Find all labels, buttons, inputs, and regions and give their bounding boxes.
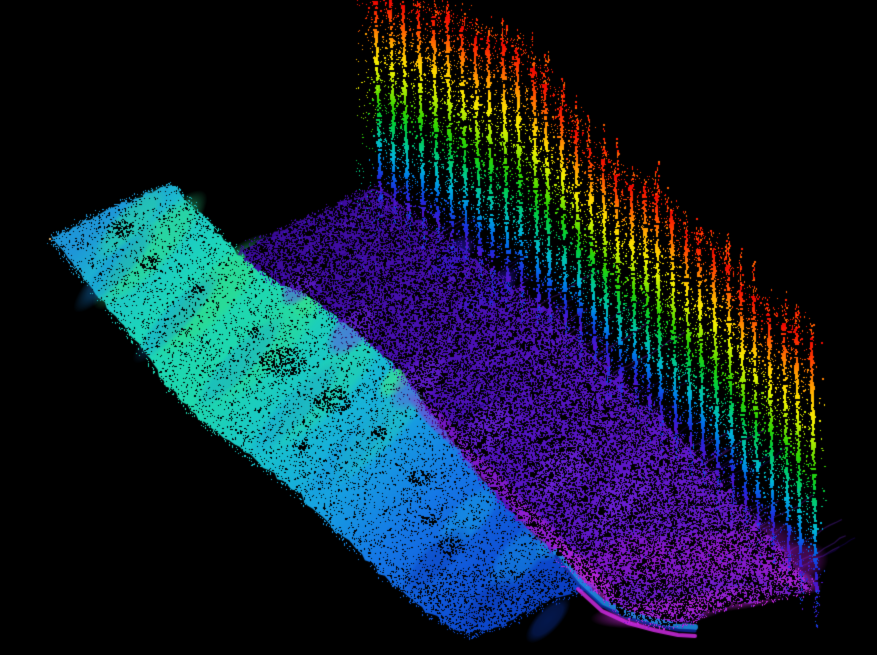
point-cloud-viewer [0, 0, 877, 655]
point-cloud-canvas[interactable] [0, 0, 877, 655]
